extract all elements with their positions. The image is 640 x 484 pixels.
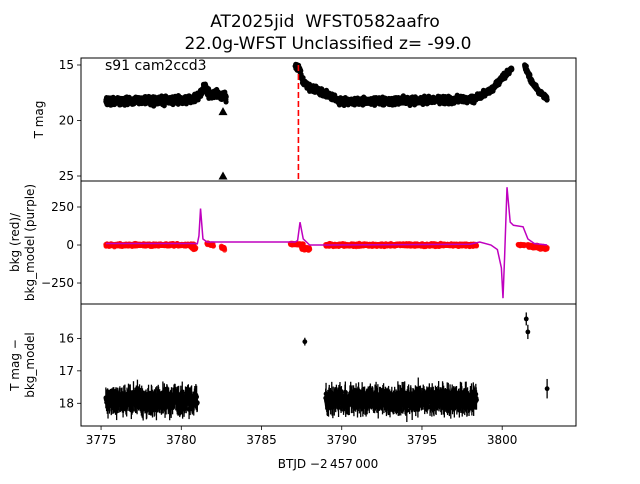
chart-title-line1: AT2025jid WFST0582aafro [210,12,440,32]
data-point [523,316,529,322]
plot-area-difference [103,312,550,423]
bkg-point [193,245,199,251]
panel-lightcurve: 15 20 25 T mag s91 cam2ccd3 [32,57,577,183]
data-point [302,339,308,345]
data-point [194,400,200,406]
upper-limit-marker [218,107,228,116]
y-tick-label: 20 [59,113,74,127]
y-tick-label: −250 [41,276,74,290]
panel-difference: 16 17 18 T mag − bkg_model 3775 3780 3785 3790 37… [8,303,577,447]
upper-limit-marker [218,171,228,180]
data-point [223,94,229,100]
bkg-point [473,243,480,249]
data-point [474,397,479,403]
y-axis-label: bkg_model [23,332,37,398]
y-tick-label: 25 [59,169,74,183]
bkg-point [222,247,228,253]
y-tick-label: 16 [59,331,74,345]
data-point [404,408,410,413]
x-tick-label: 3775 [86,433,117,447]
x-tick-label: 3790 [326,433,357,447]
annotation-text: s91 cam2ccd3 [105,58,207,74]
y-tick-label: 0 [66,238,74,252]
y-tick-label: 18 [59,396,74,410]
x-tick-label: 3795 [407,433,438,447]
y-tick-label: 17 [59,364,74,378]
data-point [223,99,229,105]
x-tick-label: 3800 [487,433,518,447]
y-axis-label: T mag [32,101,46,140]
y-axis-label: bkg_model (purple) [23,184,37,301]
plot-area-lightcurve [103,61,550,181]
data-point [544,386,550,392]
bkg-model-line [105,187,548,299]
x-tick-label: 3785 [246,433,277,447]
x-axis-label: BTJD −2 457 000 [278,457,378,471]
bkg-point [544,245,550,251]
plot-area-background [103,187,550,299]
y-tick-label: 250 [51,200,74,214]
bkg-point [307,246,313,252]
data-point [544,97,550,103]
y-axis-label: T mag − [8,339,22,392]
y-axis-label: bkg (red)/ [8,212,22,272]
x-tick-label: 3780 [166,433,197,447]
bkg-point [210,243,216,249]
data-point [509,66,515,72]
axes-frame [80,303,577,427]
chart-title-line2: 22.0g-WFST Unclassified z= -99.0 [184,34,471,54]
y-tick-label: 15 [59,58,74,72]
panel-background: −250 0 250 bkg (red)/bkg_model (purple) [8,180,577,305]
data-point [525,329,531,335]
